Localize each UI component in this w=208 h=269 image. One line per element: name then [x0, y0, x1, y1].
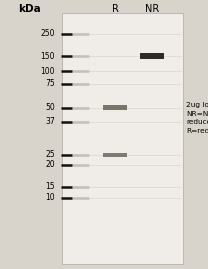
- Text: 10: 10: [46, 193, 55, 202]
- Bar: [62, 13, 183, 264]
- Text: R: R: [112, 4, 119, 15]
- Text: kDa: kDa: [18, 4, 41, 15]
- Text: 20: 20: [46, 160, 55, 169]
- Text: 2ug loading
NR=Non-
reduced
R=reduced: 2ug loading NR=Non- reduced R=reduced: [186, 102, 208, 134]
- Text: 150: 150: [41, 52, 55, 61]
- Text: 37: 37: [45, 117, 55, 126]
- Text: 25: 25: [46, 150, 55, 159]
- Text: 100: 100: [41, 67, 55, 76]
- Text: 50: 50: [45, 103, 55, 112]
- Text: 75: 75: [45, 79, 55, 89]
- Bar: [104, 153, 128, 157]
- Text: 250: 250: [41, 29, 55, 38]
- Text: 15: 15: [46, 182, 55, 192]
- Text: NR: NR: [145, 4, 159, 15]
- Bar: [104, 105, 128, 110]
- Bar: [140, 53, 164, 59]
